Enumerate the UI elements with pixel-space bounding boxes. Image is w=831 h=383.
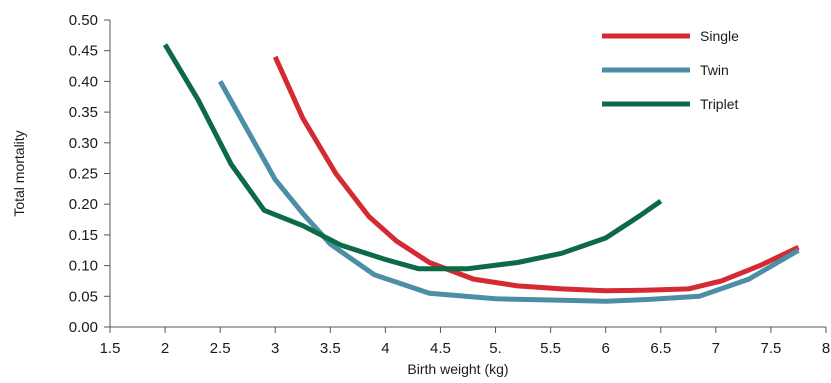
- legend-label-twin: Twin: [700, 62, 729, 78]
- legend: Single Twin Triplet: [602, 28, 739, 112]
- x-tick-label: 3.5: [320, 340, 341, 357]
- series-line-triplet: [162, 43, 663, 272]
- y-tick-label: 0.50: [69, 12, 98, 29]
- x-tick-label: 2: [161, 340, 169, 357]
- y-tick-label: 0.10: [69, 258, 98, 275]
- y-tick-label: 0.15: [69, 227, 98, 244]
- y-tick-label: 0.35: [69, 104, 98, 121]
- x-tick-label: 1.5: [100, 340, 121, 357]
- legend-label-single: Single: [700, 28, 739, 44]
- legend-label-triplet: Triplet: [700, 96, 738, 112]
- series-layer: [162, 43, 800, 304]
- x-tick-label: 8: [822, 340, 830, 357]
- x-tick-label: 6.5: [650, 340, 671, 357]
- x-tick-label: 7: [712, 340, 720, 357]
- x-tick-label: 3: [271, 340, 279, 357]
- x-tick-label: 5.5: [540, 340, 561, 357]
- y-tick-label: 0.45: [69, 43, 98, 60]
- series-line-twin: [218, 80, 800, 304]
- y-tick-label: 0.00: [69, 319, 98, 336]
- y-axis-ticks: 0.00 0.05 0.10 0.15 0.20 0.25 0.30 0.35 0.40 0.45…: [69, 12, 110, 336]
- y-tick-label: 0.05: [69, 288, 98, 305]
- x-axis-ticks: 1.5 2 2.5 3 3.5 4 4.5 5. 5.5 6 6.5 7 7.5 8: [100, 327, 830, 357]
- x-tick-label: 4: [381, 340, 389, 357]
- x-tick-label: 5.: [489, 340, 502, 357]
- x-tick-label: 4.5: [430, 340, 451, 357]
- x-axis-title: Birth weight (kg): [407, 361, 508, 377]
- x-tick-label: 6: [602, 340, 610, 357]
- x-tick-label: 7.5: [760, 340, 781, 357]
- y-tick-label: 0.20: [69, 196, 98, 213]
- series-line-single: [272, 55, 800, 294]
- x-tick-label: 2.5: [210, 340, 231, 357]
- y-tick-label: 0.30: [69, 135, 98, 152]
- y-axis-title: Total mortality: [11, 130, 27, 216]
- y-tick-label: 0.40: [69, 73, 98, 90]
- y-tick-label: 0.25: [69, 166, 98, 183]
